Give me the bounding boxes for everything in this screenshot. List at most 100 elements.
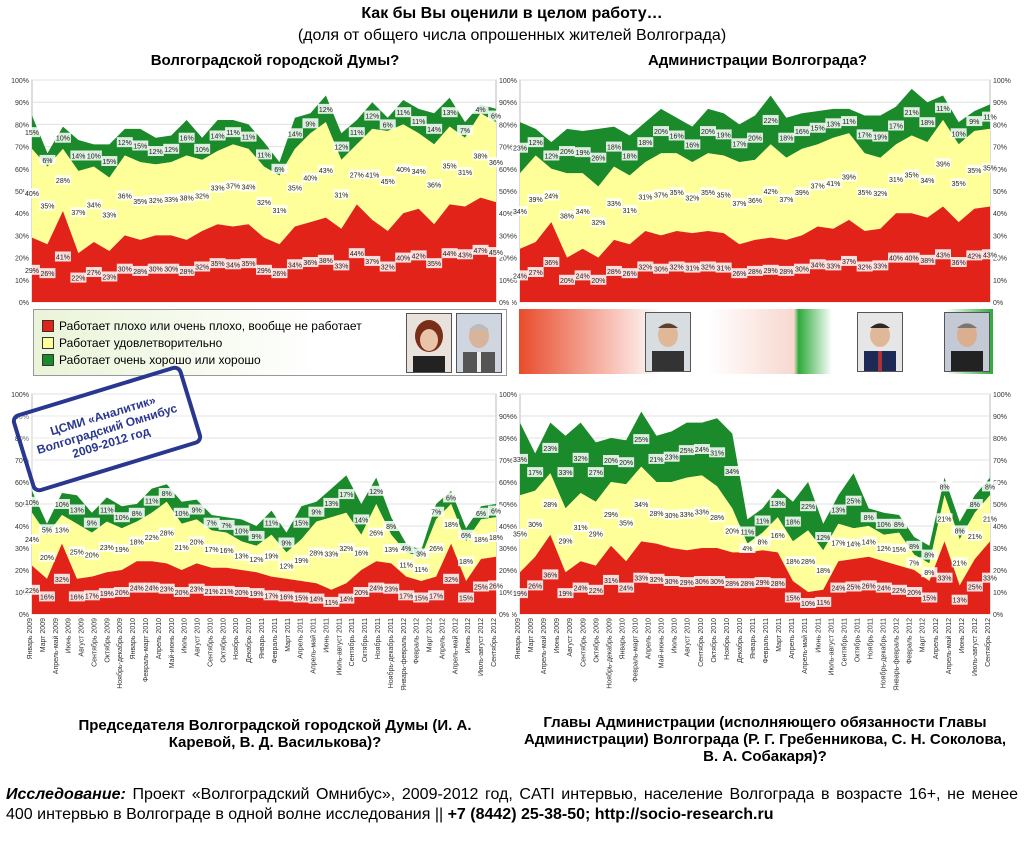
data-label-ok: 22%: [145, 535, 159, 542]
data-label-bad: 34%: [226, 262, 240, 269]
data-label-ok: 34%: [576, 209, 590, 216]
data-label-good: 27%: [589, 470, 603, 477]
data-label-bad-bg: [845, 581, 862, 592]
data-label-good: 12%: [164, 147, 178, 154]
data-label-bad-bg: [85, 267, 102, 278]
data-label-ok: 23%: [100, 545, 114, 552]
data-label-good-bg: [293, 517, 310, 528]
data-label-good-bg: [364, 110, 381, 121]
data-label-good-bg: [875, 518, 892, 529]
data-label-good-bg: [982, 481, 998, 492]
data-label-ok-bg: [338, 543, 355, 553]
data-label-good: 9%: [192, 508, 202, 515]
data-label-bad-bg: [921, 592, 938, 603]
data-label-good: 12%: [529, 140, 543, 147]
data-label-good: 33%: [558, 470, 572, 477]
data-label-bad: 20%: [354, 590, 368, 597]
data-label-good-bg: [53, 499, 70, 509]
data-label-good-bg: [872, 131, 889, 142]
data-label-good-bg: [574, 147, 591, 158]
data-label-good-bg: [410, 116, 427, 127]
data-label-good: 14%: [354, 517, 368, 524]
data-label-good-bg: [935, 102, 951, 113]
data-label-bad: 33%: [873, 263, 887, 270]
data-label-ok: 18%: [444, 522, 458, 529]
data-label-good: 9%: [251, 534, 261, 541]
data-label-good: 18%: [638, 140, 652, 147]
y-tick-label-left: 30%: [15, 233, 29, 240]
data-label-good: 3%: [416, 552, 426, 559]
data-label-ok-bg: [488, 157, 504, 168]
data-label-ok-bg: [368, 527, 385, 538]
data-label-good: 15%: [811, 126, 825, 133]
data-label-bad: 22%: [71, 276, 85, 283]
legend-label-bad: Работает плохо или очень плохо, вообще н…: [59, 319, 362, 333]
data-label-ok-bg: [906, 557, 923, 568]
data-label-good: 22%: [801, 504, 815, 511]
data-label-bad-bg: [338, 593, 355, 604]
data-label-bad-bg: [769, 578, 786, 589]
y-tick-label-left: 50%: [15, 502, 29, 509]
data-label-good-bg: [443, 492, 460, 503]
data-label-good-bg: [653, 126, 669, 137]
y-tick-label-right: 0%: [993, 612, 1003, 619]
data-label-bad-bg: [587, 584, 604, 595]
data-label-good: 10%: [877, 522, 891, 529]
y-tick-label-right: 10%: [499, 590, 512, 597]
data-label-ok: 34%: [920, 178, 934, 185]
data-label-ok-bg: [715, 189, 732, 200]
area-bad: [520, 534, 990, 614]
data-label-good-bg: [147, 146, 164, 157]
y-tick-label-left: 100%: [11, 78, 29, 85]
data-label-ok-bg: [606, 198, 622, 209]
data-label-ok: 37%: [811, 183, 825, 190]
data-label-good: 11%: [242, 135, 256, 142]
x-tick-label: Март 2012: [920, 618, 927, 652]
data-label-bad: 44%: [350, 251, 364, 258]
data-label-bad-bg: [163, 263, 180, 274]
data-label-bad-bg: [919, 254, 936, 265]
data-label-bad-bg: [333, 260, 350, 271]
data-label-bad-bg: [271, 268, 288, 279]
data-label-good-bg: [83, 517, 100, 528]
footer-contacts: +7 (8442) 25-38-50; http://socio-researc…: [447, 806, 774, 823]
data-label-good-bg: [815, 532, 832, 542]
data-label-bad-bg: [860, 580, 877, 591]
data-label-good-bg: [488, 505, 504, 516]
data-label-bad: 14%: [339, 597, 353, 604]
data-label-good-bg: [457, 124, 474, 135]
data-label-good: 22%: [764, 118, 778, 125]
data-label-ok: 35%: [717, 192, 731, 199]
data-label-good-bg: [473, 507, 490, 518]
data-label-ok: 31%: [623, 208, 637, 215]
data-label-good: 23%: [543, 446, 557, 453]
data-label-good: 12%: [319, 107, 333, 114]
data-label-good-bg: [921, 549, 938, 560]
data-label-bad-bg: [225, 259, 242, 270]
data-label-bad-bg: [428, 590, 445, 601]
chart-duma-chairman: 0% 0% 10% 10% 20% 20% 30% 30% 40% 40% 50% 50% 60% 60%…: [11, 392, 512, 691]
data-label-good-bg: [395, 107, 412, 118]
y-tick-label-left: 30%: [512, 233, 517, 240]
data-label-bad: 23%: [384, 587, 398, 594]
x-tick-label: Январь 2009: [515, 618, 522, 660]
data-label-ok: 15%: [892, 547, 906, 554]
data-label-ok-bg: [950, 178, 967, 189]
data-label-good-bg: [700, 126, 716, 137]
data-label-bad-bg: [527, 580, 544, 591]
y-tick-label-right: 30%: [993, 546, 1007, 553]
data-label-good: 17%: [339, 492, 353, 499]
x-tick-label: Март 2012: [427, 618, 434, 652]
data-label-good-bg: [38, 524, 55, 535]
data-label-good-bg: [101, 156, 118, 167]
data-label-good-bg: [428, 506, 445, 517]
data-label-good-bg: [54, 132, 71, 143]
data-label-ok-bg: [648, 507, 665, 518]
data-label-bad-bg: [488, 580, 504, 591]
data-label-good-bg: [906, 540, 923, 551]
y-tick-label-right: 90%: [993, 100, 1007, 107]
y-tick-label-right: 80%: [499, 436, 512, 443]
data-label-bad: 33%: [826, 263, 840, 270]
data-label-ok-bg: [256, 197, 272, 208]
data-label-bad-bg: [784, 592, 801, 603]
